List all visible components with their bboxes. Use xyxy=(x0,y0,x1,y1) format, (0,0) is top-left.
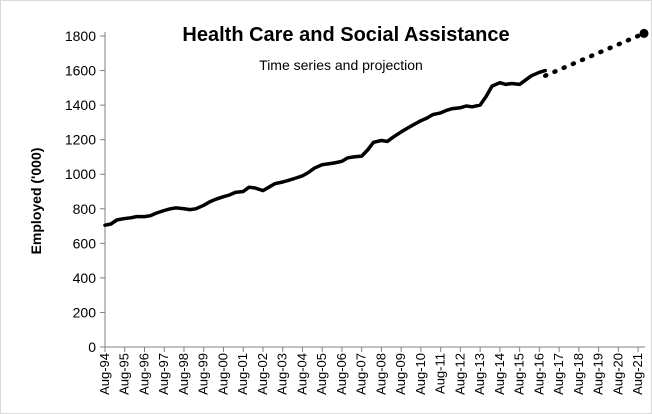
x-tick-label: Aug-15 xyxy=(512,353,527,395)
x-tick-label: Aug-13 xyxy=(472,353,487,395)
y-tick-label: 200 xyxy=(73,304,97,320)
x-tick-label: Aug-03 xyxy=(275,353,290,395)
y-tick-label: 600 xyxy=(73,235,97,251)
x-tick-label: Aug-07 xyxy=(354,353,369,395)
axes: 0 200 400 600 800 1000 1200 1400 1600 1800 Aug-94 A… xyxy=(65,28,645,395)
x-tick-label: Aug-17 xyxy=(551,353,566,395)
actual-series-line xyxy=(103,68,548,227)
y-tick-label: 1800 xyxy=(65,28,96,44)
x-tick-label: Aug-08 xyxy=(373,353,388,395)
x-tick-label: Aug-12 xyxy=(452,353,467,395)
x-tick-label: Aug-95 xyxy=(117,353,132,395)
x-tick-label: Aug-20 xyxy=(610,353,625,395)
x-tick-label: Aug-01 xyxy=(235,353,250,395)
x-tick-label: Aug-09 xyxy=(393,353,408,395)
y-tick-label: 400 xyxy=(73,270,97,286)
chart-subtitle: Time series and projection xyxy=(259,57,423,73)
y-tick-label: 1000 xyxy=(65,166,96,182)
x-tick-label: Aug-19 xyxy=(591,353,606,395)
x-tick-label: Aug-04 xyxy=(294,353,309,395)
series-layer xyxy=(103,28,649,227)
y-tick-label: 800 xyxy=(73,201,97,217)
y-tick-label: 1200 xyxy=(65,132,96,148)
y-axis-label: Employed ('000) xyxy=(28,148,44,255)
x-tick-label: Aug-94 xyxy=(97,353,112,395)
projection-series-line xyxy=(543,31,647,78)
x-tick-label: Aug-11 xyxy=(433,353,448,394)
x-tick-label: Aug-02 xyxy=(255,353,270,395)
projection-end-point xyxy=(639,28,649,38)
x-tick-label: Aug-98 xyxy=(176,353,191,395)
y-tick-label: 0 xyxy=(88,339,96,355)
y-tick-label: 1400 xyxy=(65,97,96,113)
x-tick-label: Aug-18 xyxy=(571,353,586,395)
x-tick-label: Aug-99 xyxy=(196,353,211,395)
x-tick-label: Aug-96 xyxy=(136,353,151,395)
y-tick-label: 1600 xyxy=(65,63,96,79)
x-tick-label: Aug-16 xyxy=(531,353,546,395)
chart-title: Health Care and Social Assistance xyxy=(182,24,509,46)
x-tick-label: Aug-14 xyxy=(492,353,507,395)
x-tick-label: Aug-10 xyxy=(413,353,428,395)
x-tick-label: Aug-97 xyxy=(156,353,171,395)
x-tick-label: Aug-21 xyxy=(630,353,645,395)
x-tick-label: Aug-00 xyxy=(215,353,230,395)
x-tick-label: Aug-05 xyxy=(314,353,329,395)
x-tick-label: Aug-06 xyxy=(334,353,349,395)
